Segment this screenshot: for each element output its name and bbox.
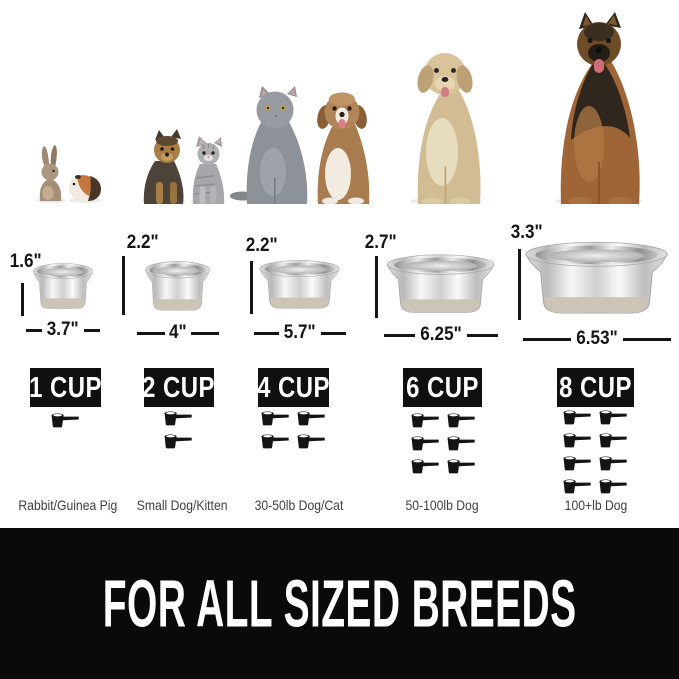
- bowl-width-label: 4": [169, 321, 187, 344]
- bowl-height-label: 3.3": [511, 221, 543, 244]
- german-shepherd-icon: [560, 12, 640, 204]
- bowl-width-dimension: 6.25": [384, 323, 498, 346]
- dimension-dash: [320, 331, 347, 335]
- measuring-cup-icon: [411, 413, 439, 428]
- guinea-pig-icon: [69, 175, 101, 201]
- havanese-puppy-icon: [317, 92, 370, 204]
- measuring-cup-icons: [260, 409, 326, 450]
- measuring-cup-icon: [599, 410, 627, 425]
- dimension-dash: [384, 333, 415, 337]
- height-dimension-line: [518, 249, 521, 320]
- dimension-dash: [467, 333, 498, 337]
- measuring-cup-icon: [563, 479, 591, 494]
- measuring-cup-icon: [563, 433, 591, 448]
- measuring-cup-icons: [50, 411, 80, 429]
- bowl-width-label: 6.53": [576, 327, 618, 350]
- measuring-cup-icon: [297, 434, 325, 449]
- yorkie-and-kitten-image: [142, 129, 225, 204]
- dimension-dash: [190, 331, 220, 335]
- steel-bowl-image: [32, 263, 94, 309]
- bowl-height-label: 2.7": [365, 231, 397, 254]
- dimension-dash: [137, 331, 166, 335]
- steel-bowl-image: [525, 241, 668, 314]
- rabbit-icon: [39, 145, 62, 201]
- measuring-cup-icon: [297, 411, 325, 426]
- measuring-cup-icon: [411, 459, 439, 474]
- measuring-cup-icon: [164, 434, 192, 449]
- measuring-cup-icon: [599, 479, 627, 494]
- kitten-icon: [192, 136, 225, 204]
- gray-cat-and-havanese-image: [230, 86, 371, 204]
- measuring-cup-icon: [563, 410, 591, 425]
- dimension-dash: [83, 328, 101, 332]
- pet-size-caption: Rabbit/Guinea Pig: [18, 497, 118, 513]
- banner-title: FOR ALL SIZED BREEDS: [102, 566, 577, 641]
- pet-size-caption: 100+lb Dog: [564, 497, 628, 513]
- pet-size-caption: 50-100lb Dog: [405, 497, 479, 513]
- bowl-width-dimension: 5.7": [254, 321, 347, 344]
- bowl-width-label: 6.25": [420, 323, 462, 346]
- bowl-height-label: 1.6": [10, 250, 42, 273]
- measuring-cup-icon: [599, 433, 627, 448]
- dimension-dash: [254, 331, 280, 335]
- measuring-cup-icon: [411, 436, 439, 451]
- measuring-cup-icon: [261, 434, 289, 449]
- steel-bowl-image: [259, 260, 340, 309]
- cup-capacity-badge: 6 CUP: [403, 368, 482, 407]
- bowl-width-dimension: 4": [137, 321, 220, 344]
- cup-capacity-badge: 1 CUP: [29, 368, 101, 407]
- bowl-width-label: 3.7": [47, 318, 79, 341]
- dimension-dash: [523, 337, 571, 341]
- cup-capacity-badge: 2 CUP: [143, 368, 215, 407]
- cup-capacity-badge: 4 CUP: [257, 368, 329, 407]
- steel-bowl-image: [386, 254, 495, 313]
- measuring-cup-icons: [562, 408, 628, 495]
- dimension-dash: [623, 337, 671, 341]
- banner: FOR ALL SIZED BREEDS: [0, 528, 679, 679]
- bowl-height-label: 2.2": [246, 234, 278, 257]
- measuring-cup-icons: [163, 409, 193, 450]
- bowl-width-dimension: 6.53": [523, 327, 671, 350]
- pet-size-caption: Small Dog/Kitten: [136, 497, 228, 513]
- steel-bowl-image: [144, 261, 211, 311]
- measuring-cup-icon: [599, 456, 627, 471]
- gray-cat-icon: [230, 86, 308, 204]
- rabbit-and-guinea-pig-image: [36, 145, 102, 203]
- yorkie-puppy-icon: [143, 129, 184, 204]
- german-shepherd-image: [555, 12, 643, 204]
- measuring-cup-icons: [410, 411, 476, 475]
- measuring-cup-icon: [164, 411, 192, 426]
- golden-retriever-icon: [417, 53, 481, 204]
- measuring-cup-icon: [447, 436, 475, 451]
- measuring-cup-icon: [447, 413, 475, 428]
- measuring-cup-icon: [447, 459, 475, 474]
- golden-retriever-image: [410, 53, 482, 204]
- measuring-cup-icon: [261, 411, 289, 426]
- bowl-height-label: 2.2": [127, 231, 159, 254]
- height-dimension-line: [21, 283, 24, 316]
- dimension-dash: [26, 328, 43, 332]
- measuring-cup-icon: [563, 456, 591, 471]
- height-dimension-line: [122, 256, 125, 315]
- bowl-width-label: 5.7": [284, 321, 316, 344]
- bowl-width-dimension: 3.7": [26, 318, 101, 341]
- cup-capacity-badge: 8 CUP: [557, 368, 634, 407]
- measuring-cup-icon: [51, 413, 79, 428]
- height-dimension-line: [250, 261, 253, 314]
- height-dimension-line: [375, 256, 378, 318]
- pet-size-caption: 30-50lb Dog/Cat: [254, 497, 344, 513]
